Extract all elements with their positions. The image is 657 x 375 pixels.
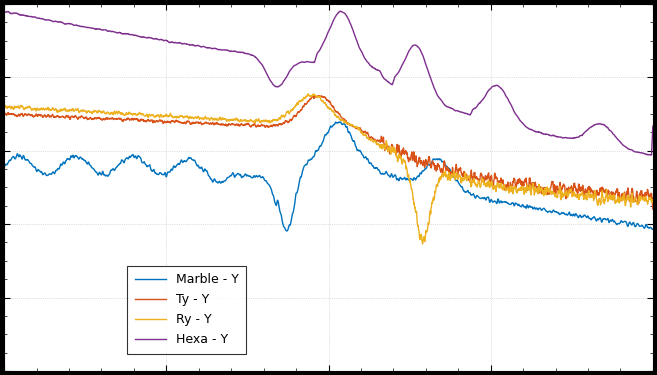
Marble - Y	[637, 224, 645, 228]
Ty - Y	[0, 111, 8, 116]
Marble - Y	[567, 213, 575, 218]
Hexa - Y	[336, 9, 344, 14]
Ry - Y	[0, 106, 8, 110]
Ty - Y	[74, 117, 82, 121]
Ry - Y	[567, 189, 575, 193]
Hexa - Y	[0, 10, 8, 14]
Ty - Y	[314, 93, 322, 98]
Marble - Y	[283, 229, 291, 233]
Hexa - Y	[113, 30, 121, 35]
Hexa - Y	[249, 53, 257, 58]
Ty - Y	[637, 191, 645, 196]
Ry - Y	[637, 198, 645, 202]
Ty - Y	[566, 188, 574, 192]
Legend: Marble - Y, Ty - Y, Ry - Y, Hexa - Y: Marble - Y, Ty - Y, Ry - Y, Hexa - Y	[127, 266, 246, 354]
Marble - Y	[336, 120, 344, 124]
Ty - Y	[113, 117, 121, 121]
Ry - Y	[277, 114, 285, 119]
Ty - Y	[249, 123, 257, 128]
Ry - Y	[74, 107, 82, 111]
Line: Ry - Y: Ry - Y	[4, 94, 653, 244]
Marble - Y	[649, 227, 657, 231]
Line: Ty - Y: Ty - Y	[4, 96, 653, 209]
Hexa - Y	[566, 136, 574, 140]
Hexa - Y	[74, 24, 82, 28]
Ry - Y	[309, 92, 317, 96]
Hexa - Y	[277, 82, 285, 87]
Line: Marble - Y: Marble - Y	[4, 122, 653, 231]
Line: Hexa - Y: Hexa - Y	[4, 11, 653, 155]
Ty - Y	[277, 123, 285, 127]
Marble - Y	[249, 176, 257, 180]
Hexa - Y	[647, 153, 655, 157]
Marble - Y	[0, 164, 8, 168]
Marble - Y	[277, 212, 285, 216]
Ry - Y	[249, 119, 257, 124]
Hexa - Y	[649, 124, 657, 129]
Ty - Y	[649, 207, 657, 212]
Ry - Y	[649, 198, 657, 203]
Ry - Y	[419, 242, 426, 246]
Marble - Y	[74, 156, 82, 160]
Ry - Y	[113, 109, 121, 114]
Marble - Y	[113, 165, 121, 170]
Hexa - Y	[637, 150, 645, 155]
